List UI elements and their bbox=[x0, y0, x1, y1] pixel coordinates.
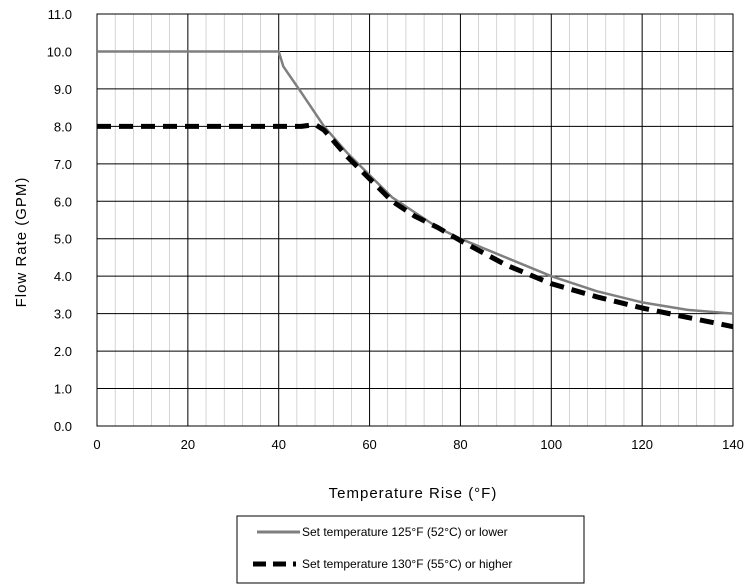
series-line-1 bbox=[97, 50, 734, 315]
minor-grid bbox=[114, 14, 716, 426]
x-tick-label: 60 bbox=[362, 437, 376, 452]
x-tick-label: 140 bbox=[722, 437, 744, 452]
legend: Set temperature 125°F (52°C) or lower Se… bbox=[236, 515, 585, 584]
x-tick-label: 100 bbox=[540, 437, 562, 452]
x-tick-label: 20 bbox=[181, 437, 195, 452]
y-axis-label: Flow Rate (GPM) bbox=[13, 177, 30, 308]
y-tick-label: 5.0 bbox=[54, 232, 72, 247]
y-tick-label: 0.0 bbox=[54, 419, 72, 434]
y-tick-label: 7.0 bbox=[54, 157, 72, 172]
y-tick-label: 6.0 bbox=[54, 194, 72, 209]
y-tick-label: 9.0 bbox=[54, 82, 72, 97]
legend-box bbox=[236, 515, 585, 584]
x-tick-label: 0 bbox=[93, 437, 100, 452]
y-tick-label: 11.0 bbox=[48, 7, 72, 22]
x-tick-labels: 0 20 40 60 80 100 120 140 bbox=[93, 437, 743, 452]
major-grid bbox=[96, 13, 734, 427]
y-tick-label: 3.0 bbox=[54, 307, 72, 322]
x-tick-label: 120 bbox=[631, 437, 653, 452]
plot-frame bbox=[96, 13, 734, 427]
y-tick-label: 4.0 bbox=[54, 269, 72, 284]
y-tick-label: 10.0 bbox=[47, 44, 72, 59]
x-tick-label: 40 bbox=[271, 437, 285, 452]
series-layer bbox=[97, 50, 734, 330]
y-tick-label: 8.0 bbox=[54, 119, 72, 134]
y-tick-label: 1.0 bbox=[54, 382, 72, 397]
legend-label-series-2: Set temperature 130°F (55°C) or higher bbox=[302, 557, 512, 571]
x-tick-label: 80 bbox=[453, 437, 467, 452]
y-tick-label: 2.0 bbox=[54, 344, 72, 359]
series-line-2 bbox=[97, 122, 734, 330]
x-axis-label: Temperature Rise (°F) bbox=[329, 485, 498, 502]
legend-label-series-1: Set temperature 125°F (52°C) or lower bbox=[302, 525, 508, 539]
y-tick-labels: 0.0 1.0 2.0 3.0 4.0 5.0 6.0 7.0 8.0 9.0 10.0 11.0 bbox=[47, 7, 72, 434]
